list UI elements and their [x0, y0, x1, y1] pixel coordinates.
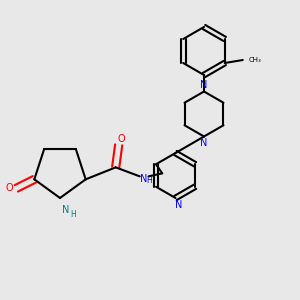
Text: H: H [70, 210, 76, 219]
Text: N: N [140, 174, 147, 184]
Text: O: O [118, 134, 125, 144]
Text: O: O [5, 183, 13, 193]
Text: H: H [146, 176, 152, 185]
Text: N: N [62, 205, 70, 215]
Text: N: N [200, 138, 208, 148]
Text: N: N [175, 200, 182, 211]
Text: CH₃: CH₃ [248, 57, 261, 63]
Text: N: N [200, 80, 208, 90]
